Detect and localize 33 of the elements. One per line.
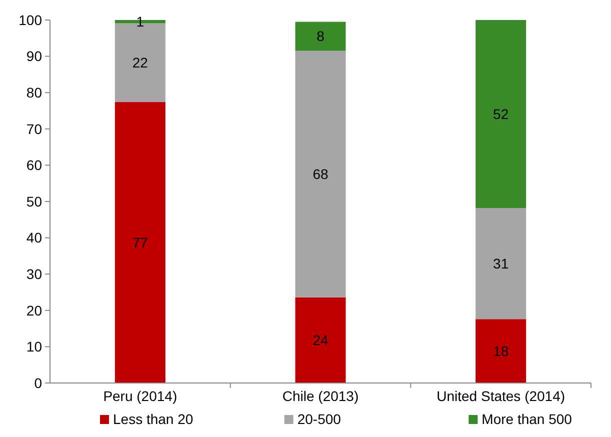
- y-tick-label: 0: [34, 374, 42, 391]
- y-tick-label: 80: [26, 84, 42, 100]
- y-tick-label: 90: [26, 48, 42, 64]
- bar: [295, 297, 346, 383]
- y-tick-label: 10: [26, 338, 42, 355]
- x-tick-label: United States (2014): [436, 388, 566, 404]
- y-tick-label: 20: [26, 302, 42, 318]
- legend-label: 20-500: [297, 411, 342, 427]
- data-label: 52: [493, 106, 509, 122]
- bar: [114, 102, 166, 383]
- bar: [476, 20, 526, 208]
- y-tick-label: 50: [26, 193, 42, 210]
- y-tick-label: 100: [18, 12, 42, 28]
- data-label: 8: [316, 28, 325, 44]
- bar: [295, 22, 346, 51]
- data-label: 18: [493, 342, 509, 359]
- x-tick-label: Chile (2013): [282, 388, 359, 404]
- data-label: 31: [493, 255, 509, 272]
- bar: [476, 208, 526, 320]
- data-label: 77: [132, 234, 148, 250]
- legend-label: Less than 20: [113, 411, 194, 427]
- data-label: 68: [312, 166, 328, 182]
- x-tick-label: Peru (2014): [103, 388, 178, 404]
- data-label: 1: [136, 14, 144, 30]
- legend-label: More than 500: [482, 411, 572, 427]
- y-tick-label: 70: [26, 120, 42, 137]
- bar: [295, 50, 346, 298]
- y-tick-label: 60: [26, 157, 42, 174]
- bar: [476, 319, 526, 383]
- y-tick-label: 40: [26, 230, 42, 246]
- data-label: 24: [312, 332, 328, 348]
- data-label: 22: [132, 54, 148, 71]
- y-tick-label: 30: [26, 266, 42, 282]
